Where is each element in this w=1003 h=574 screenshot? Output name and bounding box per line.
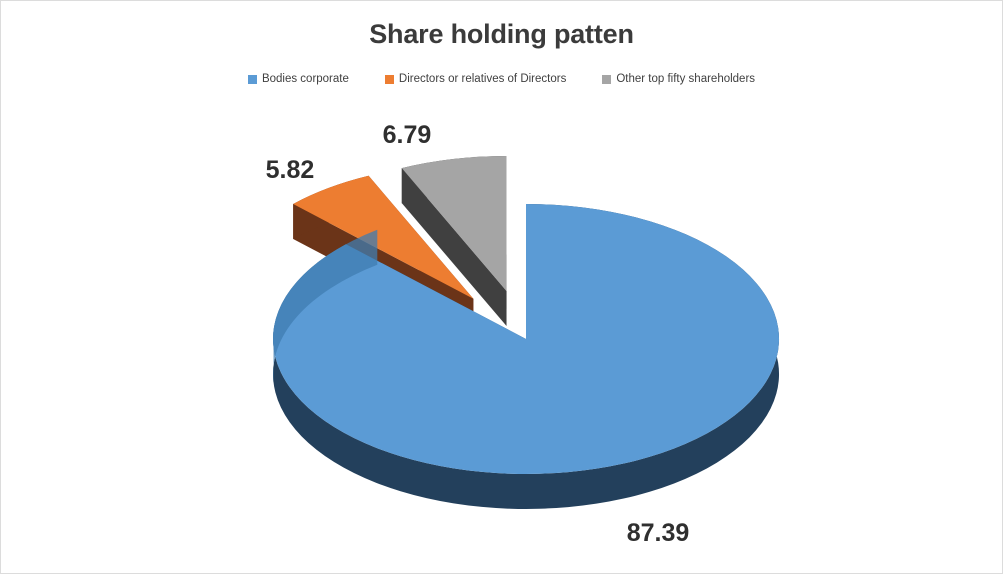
square-swatch-icon [384,74,394,84]
legend-item-directors[interactable]: Directors or relatives of Directors [384,73,567,85]
pie-slice-directors-top [293,175,474,299]
legend-item-label: Directors or relatives of Directors [398,73,567,85]
page-title: Share holding patten [369,19,634,49]
pie-slice-other-top-fifty-top [401,156,507,292]
pie-slice-other-top-fifty-side-a [401,168,507,326]
pie-slice-other-top-fifty[interactable] [401,156,507,326]
legend-item-other-top-fifty[interactable]: Other top fifty shareholders [602,73,755,85]
legend-item-bodies-corporate[interactable]: Bodies corporate [247,73,349,85]
square-swatch-icon [247,74,257,84]
legend-item-label: Bodies corporate [261,73,349,85]
data-label-bodies-corporate: 87.39 [627,519,690,547]
pie-slice-bodies-corporate-top [273,204,780,475]
pie-slice-bodies-corporate[interactable] [273,204,780,510]
legend-item-label: Other top fifty shareholders [616,73,756,85]
pie-slice-bodies-corporate-side-highlight [273,229,378,383]
data-label-other-top-fifty: 6.79 [383,121,432,149]
data-label-directors: 5.82 [266,156,315,184]
chart-legend: Bodies corporate Directors or relatives … [1,73,1002,85]
square-swatch-icon [602,74,612,84]
